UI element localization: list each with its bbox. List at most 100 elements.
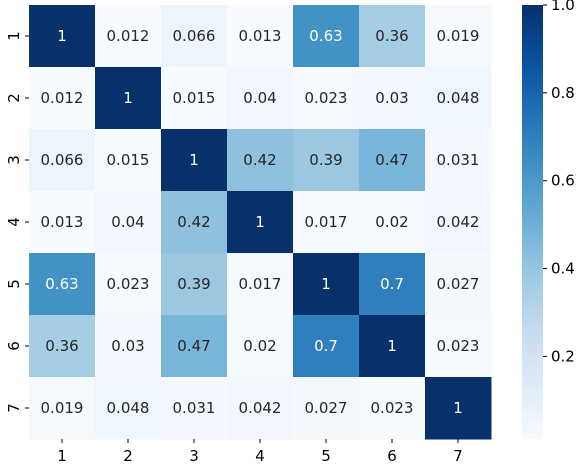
cell-value-label: 0.042 bbox=[437, 213, 480, 231]
colorbar-tick-label: 0.2 bbox=[551, 347, 575, 365]
heatmap-cell bbox=[161, 191, 228, 254]
cell-value-label: 0.048 bbox=[107, 399, 150, 417]
column-tick-labels: 1 2 3 4 5 6 7 bbox=[57, 439, 463, 464]
cell-value-label: 0.017 bbox=[239, 275, 282, 293]
cell-value-label: 0.013 bbox=[239, 27, 282, 45]
colorbar-tick-label: 1.0 bbox=[551, 0, 575, 14]
cell-value-label: 0.048 bbox=[437, 89, 480, 107]
cell-value-label: 0.39 bbox=[309, 151, 342, 169]
column-tick-label: 1 bbox=[57, 447, 67, 464]
colorbar bbox=[522, 5, 543, 439]
heatmap-cell bbox=[29, 315, 96, 378]
heatmap-cell bbox=[359, 67, 426, 130]
cell-value-label: 0.023 bbox=[371, 399, 414, 417]
column-tick-label: 4 bbox=[255, 447, 265, 464]
heatmap-cell bbox=[29, 253, 96, 316]
heatmap-cell bbox=[359, 377, 426, 440]
heatmap-cell bbox=[227, 129, 294, 192]
heatmap-cell bbox=[161, 5, 228, 68]
heatmap-cell bbox=[95, 67, 162, 130]
cell-value-label: 0.023 bbox=[305, 89, 348, 107]
cell-value-label: 0.023 bbox=[107, 275, 150, 293]
heatmap-cells: 1 0.012 0.066 0.013 0.63 0.36 0.019 0.012 1 0.015… bbox=[29, 5, 492, 440]
heatmap-cell bbox=[293, 67, 360, 130]
heatmap-cell bbox=[293, 315, 360, 378]
heatmap-cell bbox=[29, 191, 96, 254]
cell-value-label: 0.031 bbox=[173, 399, 216, 417]
heatmap-cell bbox=[227, 5, 294, 68]
cell-value-label: 0.066 bbox=[173, 27, 216, 45]
row-tick-label: 7 bbox=[5, 403, 23, 413]
heatmap-cell bbox=[425, 129, 492, 192]
cell-value-label: 0.36 bbox=[45, 337, 78, 355]
heatmap-cell bbox=[161, 67, 228, 130]
cell-value-label: 0.019 bbox=[437, 27, 480, 45]
column-tick-label: 3 bbox=[189, 447, 199, 464]
heatmap-cell bbox=[359, 129, 426, 192]
cell-value-label: 0.36 bbox=[375, 27, 408, 45]
heatmap-cell bbox=[359, 253, 426, 316]
cell-value-label: 0.023 bbox=[437, 337, 480, 355]
row-tick-label: 3 bbox=[5, 155, 23, 165]
heatmap-cell bbox=[95, 315, 162, 378]
column-tick-label: 2 bbox=[123, 447, 133, 464]
heatmap-cell bbox=[161, 315, 228, 378]
heatmap-cell bbox=[359, 315, 426, 378]
column-tick-label: 7 bbox=[453, 447, 463, 464]
heatmap-cell bbox=[95, 129, 162, 192]
column-tick-label: 6 bbox=[387, 447, 397, 464]
heatmap-cell bbox=[359, 191, 426, 254]
heatmap-cell bbox=[227, 253, 294, 316]
heatmap-cell bbox=[293, 5, 360, 68]
cell-value-label: 0.013 bbox=[41, 213, 84, 231]
heatmap-cell bbox=[425, 5, 492, 68]
heatmap-cell bbox=[293, 253, 360, 316]
cell-value-label: 0.63 bbox=[309, 27, 342, 45]
cell-value-label: 1 bbox=[255, 213, 265, 231]
heatmap-cell bbox=[161, 253, 228, 316]
column-tick-label: 5 bbox=[321, 447, 331, 464]
cell-value-label: 0.39 bbox=[177, 275, 210, 293]
cell-value-label: 0.42 bbox=[177, 213, 210, 231]
heatmap-cell bbox=[425, 377, 492, 440]
heatmap-cell bbox=[227, 67, 294, 130]
row-tick-labels: 1 2 3 4 5 6 7 bbox=[5, 31, 29, 413]
heatmap-cell bbox=[293, 377, 360, 440]
cell-value-label: 0.027 bbox=[305, 399, 348, 417]
cell-value-label: 0.02 bbox=[243, 337, 276, 355]
cell-value-label: 1 bbox=[123, 89, 133, 107]
heatmap-cell bbox=[161, 129, 228, 192]
heatmap-cell bbox=[95, 377, 162, 440]
cell-value-label: 0.7 bbox=[380, 275, 404, 293]
heatmap-cell bbox=[293, 191, 360, 254]
colorbar-tick-labels: 0.2 0.4 0.6 0.8 1.0 bbox=[543, 0, 575, 365]
cell-value-label: 0.027 bbox=[437, 275, 480, 293]
cell-value-label: 0.042 bbox=[239, 399, 282, 417]
heatmap-cell bbox=[161, 377, 228, 440]
heatmap-cell bbox=[293, 129, 360, 192]
row-tick-label: 5 bbox=[5, 279, 23, 289]
heatmap-cell bbox=[359, 5, 426, 68]
cell-value-label: 1 bbox=[57, 27, 67, 45]
heatmap-cell bbox=[29, 129, 96, 192]
cell-value-label: 0.42 bbox=[243, 151, 276, 169]
cell-value-label: 0.019 bbox=[41, 399, 84, 417]
cell-value-label: 0.02 bbox=[375, 213, 408, 231]
heatmap-cell bbox=[95, 191, 162, 254]
cell-value-label: 0.012 bbox=[41, 89, 84, 107]
cell-value-label: 0.031 bbox=[437, 151, 480, 169]
cell-value-label: 1 bbox=[321, 275, 331, 293]
heatmap-cell bbox=[227, 191, 294, 254]
cell-value-label: 0.7 bbox=[314, 337, 338, 355]
cell-value-label: 0.63 bbox=[45, 275, 78, 293]
cell-value-label: 0.017 bbox=[305, 213, 348, 231]
row-tick-label: 4 bbox=[5, 217, 23, 227]
cell-value-label: 0.015 bbox=[107, 151, 150, 169]
cell-value-label: 0.04 bbox=[111, 213, 144, 231]
cell-value-label: 0.04 bbox=[243, 89, 276, 107]
heatmap-cell bbox=[29, 5, 96, 68]
cell-value-label: 0.015 bbox=[173, 89, 216, 107]
heatmap-cell bbox=[227, 315, 294, 378]
cell-value-label: 1 bbox=[387, 337, 397, 355]
